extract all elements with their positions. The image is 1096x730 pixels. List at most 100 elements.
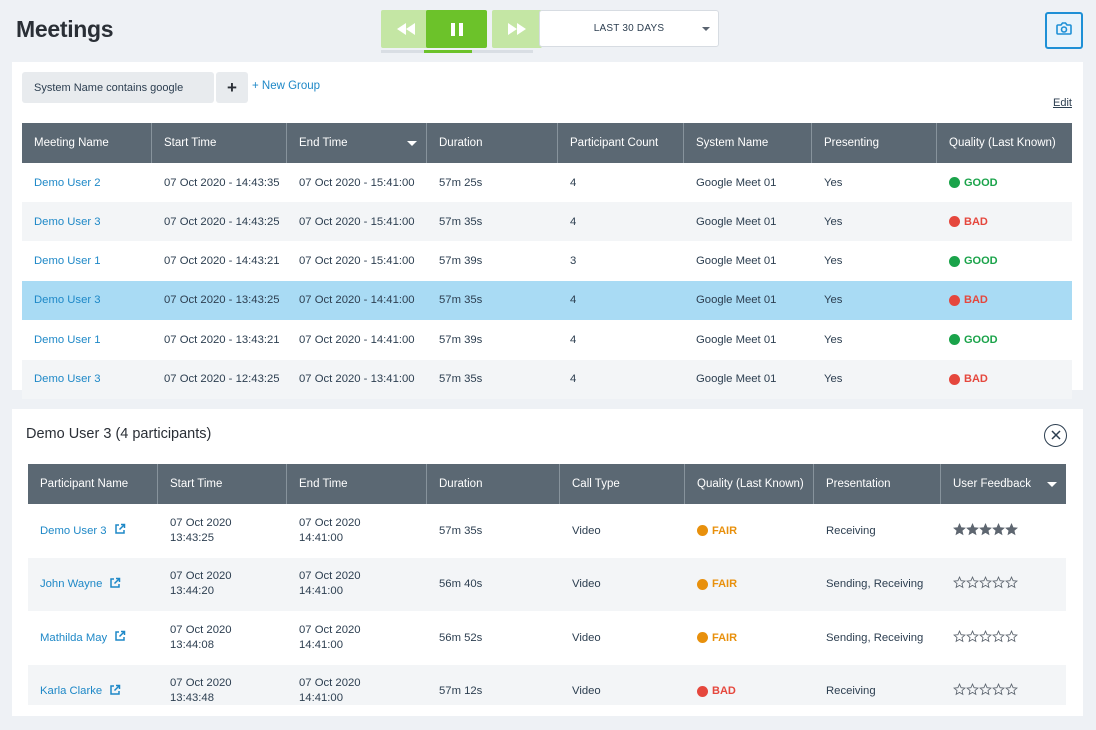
- star-icon: [953, 629, 966, 646]
- cell-start: 07 Oct 2020 - 14:43:25: [152, 202, 287, 241]
- cell-start: 07 Oct 2020 - 13:43:21: [152, 320, 287, 359]
- col-presentation[interactable]: Presentation: [814, 464, 941, 504]
- table-row[interactable]: Demo User 3 07 Oct 2020 - 12:43:25 07 Oct …: [22, 359, 1072, 399]
- end-date: 07 Oct 2020: [299, 677, 361, 689]
- cell-text: 57m 25s: [439, 176, 483, 189]
- col-quality[interactable]: Quality (Last Known): [949, 137, 1056, 149]
- star-icon: [992, 683, 1005, 699]
- col-p-quality[interactable]: Quality (Last Known): [685, 464, 814, 504]
- table-row[interactable]: John Wayne 07 Oct 2020 13:44:20 07 Oct 2020…: [28, 557, 1066, 612]
- cell-end: 07 Oct 2020 - 14:41:00: [287, 320, 427, 359]
- col-participant-name[interactable]: Participant Name: [28, 464, 158, 504]
- add-filter-button[interactable]: +: [216, 72, 248, 103]
- date-range-select[interactable]: LAST 30 DAYS: [539, 10, 719, 47]
- col-call-type[interactable]: Call Type: [560, 464, 685, 504]
- cell-count: 4: [558, 163, 684, 202]
- pause-button[interactable]: [426, 10, 487, 48]
- meeting-name-link[interactable]: Demo User 3: [34, 294, 101, 307]
- cell-system: Google Meet 01: [684, 242, 812, 281]
- status-dot-icon: [949, 294, 960, 306]
- meeting-name-link[interactable]: Demo User 2: [34, 176, 101, 189]
- external-link-icon[interactable]: [114, 523, 126, 538]
- cell-text: 07 Oct 2020 - 15:41:00: [299, 176, 415, 189]
- cell-presenting: Yes: [812, 281, 937, 320]
- cell-duration: 57m 35s: [427, 202, 558, 241]
- edit-link[interactable]: Edit: [1053, 97, 1072, 109]
- end-clock: 14:41:00: [299, 692, 343, 704]
- participant-name-link[interactable]: Demo User 3: [40, 524, 107, 537]
- pause-icon: [450, 22, 463, 36]
- quality-label: GOOD: [964, 255, 998, 268]
- cell-text: Video: [572, 524, 601, 537]
- external-link-icon[interactable]: [109, 684, 121, 699]
- cell-text: 57m 35s: [439, 373, 483, 385]
- col-participant-count[interactable]: Participant Count: [558, 123, 684, 163]
- start-time-value: 07 Oct 2020 13:43:48: [170, 676, 232, 705]
- participant-name-link[interactable]: Mathilda May: [40, 631, 108, 644]
- star-rating[interactable]: [953, 576, 1018, 592]
- star-rating[interactable]: [953, 683, 1018, 699]
- table-row[interactable]: Demo User 1 07 Oct 2020 - 13:43:21 07 Oct …: [22, 320, 1072, 359]
- col-p-end-time[interactable]: End Time: [287, 464, 427, 504]
- cell-quality: BAD: [937, 281, 1072, 320]
- col-user-feedback[interactable]: User Feedback: [941, 464, 1066, 504]
- cell-presentation: Sending, Receiving: [814, 558, 941, 612]
- cell-start: 07 Oct 2020 - 14:43:35: [152, 163, 287, 202]
- col-start-time[interactable]: Start Time: [152, 123, 287, 163]
- quality-label: BAD: [964, 215, 988, 228]
- cell-text: Google Meet 01: [696, 176, 777, 189]
- cell-text: 07 Oct 2020 - 14:43:25: [164, 215, 280, 228]
- star-rating[interactable]: [953, 522, 1018, 539]
- table-row[interactable]: Demo User 2 07 Oct 2020 - 14:43:35 07 Oct …: [22, 163, 1072, 202]
- col-p-start-time[interactable]: Start Time: [158, 464, 287, 504]
- cell-start-time: 07 Oct 2020 13:44:08: [158, 611, 287, 665]
- cell-duration: 57m 25s: [427, 163, 558, 202]
- meeting-name-link[interactable]: Demo User 1: [34, 333, 101, 346]
- participant-name-link[interactable]: Karla Clarke: [40, 685, 103, 697]
- start-date: 07 Oct 2020: [170, 677, 232, 689]
- table-row[interactable]: Demo User 3 07 Oct 2020 - 13:43:25 07 Oct …: [22, 280, 1072, 320]
- cell-presenting: Yes: [812, 202, 937, 241]
- rewind-icon: [397, 23, 415, 35]
- cell-text: 07 Oct 2020 - 12:43:25: [164, 373, 280, 385]
- start-date: 07 Oct 2020: [170, 516, 232, 529]
- col-system-name[interactable]: System Name: [684, 123, 812, 163]
- meeting-name-link[interactable]: Demo User 3: [34, 373, 101, 385]
- table-row[interactable]: Demo User 3 07 Oct 2020 13:43:25 07 Oct 202…: [28, 504, 1066, 558]
- start-clock: 13:44:20: [170, 585, 214, 598]
- filter-chip[interactable]: System Name contains google: [22, 72, 214, 103]
- table-row[interactable]: Karla Clarke 07 Oct 2020 13:43:48 07 Oct 20…: [28, 664, 1066, 705]
- page-title: Meetings: [16, 16, 114, 42]
- star-icon: [953, 522, 966, 539]
- table-row[interactable]: Demo User 1 07 Oct 2020 - 14:43:21 07 Oct …: [22, 242, 1072, 281]
- cell-text: Sending, Receiving: [826, 578, 924, 591]
- snapshot-button[interactable]: [1045, 12, 1083, 49]
- table-row[interactable]: Demo User 3 07 Oct 2020 - 14:43:25 07 Oct …: [22, 202, 1072, 242]
- cell-end: 07 Oct 2020 - 14:41:00: [287, 281, 427, 320]
- col-duration[interactable]: Duration: [427, 123, 558, 163]
- status-dot-icon: [697, 578, 708, 590]
- meeting-name-link[interactable]: Demo User 1: [34, 255, 101, 268]
- col-presenting[interactable]: Presenting: [812, 123, 937, 163]
- meeting-name-link[interactable]: Demo User 3: [34, 215, 101, 228]
- cell-user-feedback: [941, 558, 1066, 612]
- cell-name: Demo User 1: [22, 242, 152, 281]
- col-p-duration[interactable]: Duration: [427, 464, 560, 504]
- sort-desc-icon: [407, 141, 417, 146]
- external-link-icon[interactable]: [109, 577, 121, 592]
- cell-text: 07 Oct 2020 - 14:41:00: [299, 333, 415, 346]
- col-end-time[interactable]: End Time: [287, 123, 427, 163]
- cell-text: Google Meet 01: [696, 373, 777, 385]
- star-rating[interactable]: [953, 629, 1018, 646]
- rewind-button[interactable]: [381, 10, 431, 48]
- quality-badge: BAD: [949, 294, 988, 306]
- start-time-value: 07 Oct 2020 13:44:20: [170, 569, 232, 599]
- col-meeting-name[interactable]: Meeting Name: [22, 123, 152, 163]
- cell-duration: 57m 12s: [427, 665, 560, 705]
- external-link-icon[interactable]: [114, 630, 126, 645]
- fast-forward-button[interactable]: [492, 10, 542, 48]
- participant-name-link[interactable]: John Wayne: [40, 578, 103, 591]
- new-group-link[interactable]: + New Group: [252, 80, 321, 92]
- table-row[interactable]: Mathilda May 07 Oct 2020 13:44:08 07 Oct 20…: [28, 611, 1066, 665]
- close-detail-button[interactable]: [1044, 424, 1067, 447]
